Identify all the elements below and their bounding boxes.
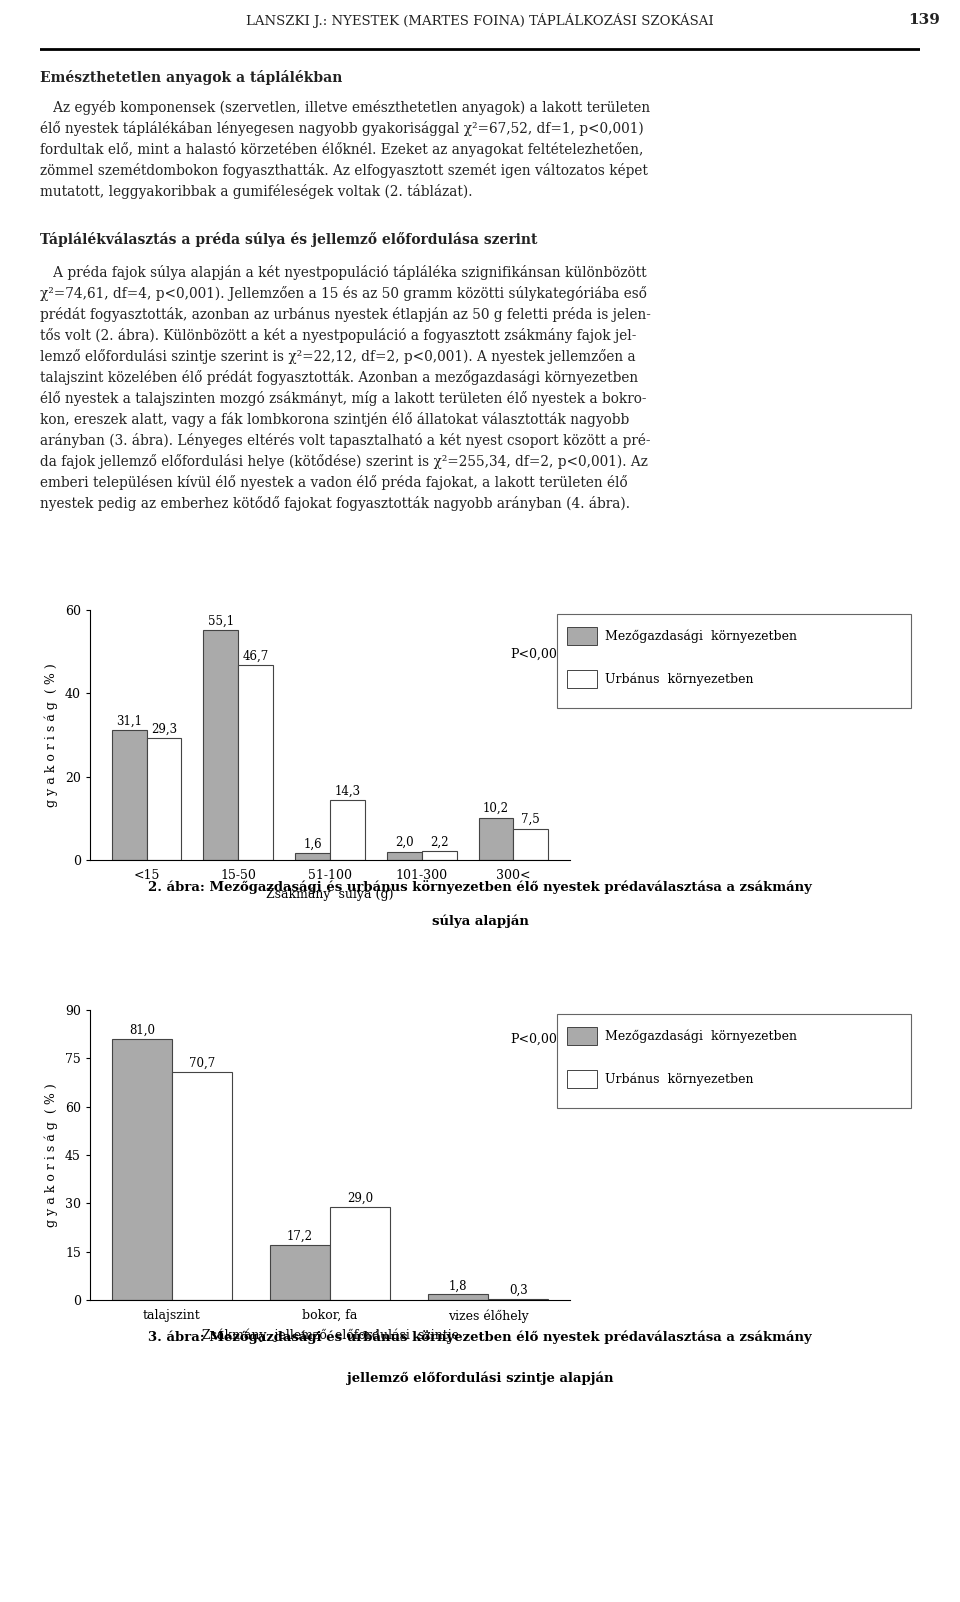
- Text: 31,1: 31,1: [116, 714, 142, 727]
- Text: 29,3: 29,3: [151, 723, 178, 735]
- Text: 81,0: 81,0: [129, 1024, 155, 1036]
- Text: 2,2: 2,2: [430, 835, 448, 849]
- Bar: [478, 817, 514, 860]
- Y-axis label: g y a k o r i s á g  ( % ): g y a k o r i s á g ( % ): [44, 1083, 58, 1227]
- Bar: [567, 626, 597, 646]
- Text: Emészthetetlen anyagok a táplálékban: Emészthetetlen anyagok a táplálékban: [40, 70, 343, 85]
- Bar: [330, 801, 365, 860]
- Bar: [270, 1245, 330, 1299]
- Bar: [567, 1027, 597, 1045]
- Bar: [295, 854, 330, 860]
- Text: 7,5: 7,5: [521, 814, 540, 827]
- Bar: [567, 670, 597, 687]
- Text: Mezőgazdasági  környezetben: Mezőgazdasági környezetben: [605, 1028, 797, 1043]
- Text: 3. ábra: Mezőgazdasági és urbánus környezetben élő nyestek prédaválasztása a zsá: 3. ábra: Mezőgazdasági és urbánus környe…: [148, 1330, 812, 1344]
- Bar: [421, 851, 457, 860]
- Bar: [428, 1294, 488, 1299]
- Bar: [204, 631, 238, 860]
- Text: A préda fajok súlya alapján a két nyestpopuláció tápláléka szignifikánsan különb: A préda fajok súlya alapján a két nyestp…: [40, 264, 651, 511]
- Bar: [111, 731, 147, 860]
- Bar: [172, 1072, 232, 1299]
- Text: 46,7: 46,7: [243, 650, 269, 663]
- Text: 55,1: 55,1: [208, 615, 234, 628]
- X-axis label: Zsákmány  súlya (g): Zsákmány súlya (g): [266, 888, 394, 900]
- Y-axis label: g y a k o r i s á g  ( % ): g y a k o r i s á g ( % ): [44, 663, 58, 807]
- Text: súlya alapján: súlya alapján: [432, 915, 528, 929]
- Bar: [238, 665, 274, 860]
- Text: Urbánus  környezetben: Urbánus környezetben: [605, 673, 754, 686]
- Text: 2,0: 2,0: [395, 836, 414, 849]
- Text: 10,2: 10,2: [483, 803, 509, 815]
- Text: jellemző előfordulási szintje alapján: jellemző előfordulási szintje alapján: [347, 1371, 613, 1384]
- Text: 139: 139: [908, 13, 940, 27]
- Text: Az egyéb komponensek (szervetlen, illetve emészthetetlen anyagok) a lakott terül: Az egyéb komponensek (szervetlen, illetv…: [40, 99, 650, 199]
- Text: 29,0: 29,0: [347, 1192, 373, 1205]
- Text: 17,2: 17,2: [287, 1230, 313, 1243]
- Text: 2. ábra: Mezőgazdasági és urbánus környezetben élő nyestek prédaválasztása a zsá: 2. ábra: Mezőgazdasági és urbánus környe…: [148, 879, 812, 894]
- Text: 0,3: 0,3: [509, 1285, 527, 1298]
- Text: Táplálékválasztás a préda súlya és jellemző előfordulása szerint: Táplálékválasztás a préda súlya és jelle…: [40, 232, 538, 247]
- Bar: [514, 828, 548, 860]
- Text: LANSZKI J.: NYESTEK (MARTES FOINA) TÁPLÁLKOZÁSI SZOKÁSAI: LANSZKI J.: NYESTEK (MARTES FOINA) TÁPLÁ…: [246, 13, 714, 27]
- Text: 1,6: 1,6: [303, 838, 322, 851]
- Bar: [567, 1070, 597, 1088]
- Text: 14,3: 14,3: [334, 785, 361, 798]
- Bar: [111, 1040, 172, 1299]
- Text: 1,8: 1,8: [449, 1280, 468, 1293]
- Bar: [387, 852, 421, 860]
- Bar: [147, 739, 181, 860]
- Text: P<0,001: P<0,001: [511, 1033, 565, 1046]
- X-axis label: Zsákmány  jellemző  előfordulási  szintje: Zsákmány jellemző előfordulási szintje: [202, 1328, 459, 1341]
- Text: Mezőgazdasági  környezetben: Mezőgazdasági környezetben: [605, 630, 797, 642]
- Text: 70,7: 70,7: [189, 1057, 215, 1070]
- Text: Urbánus  környezetben: Urbánus környezetben: [605, 1072, 754, 1086]
- Text: P<0,001: P<0,001: [511, 647, 565, 660]
- Bar: [330, 1206, 390, 1299]
